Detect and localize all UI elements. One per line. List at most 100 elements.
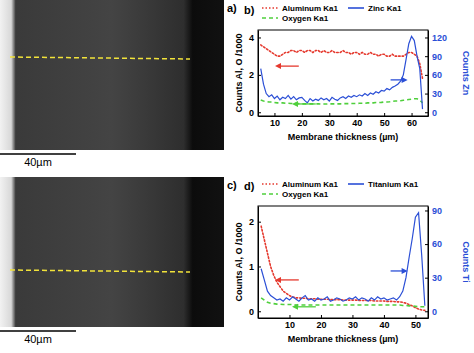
- y2-tick-mark: [425, 75, 428, 76]
- y2-axis-line: [428, 207, 429, 319]
- x-tick-label: 30: [348, 320, 358, 330]
- legend-swatch: [262, 17, 278, 19]
- y2-axis-title: Counts Zn: [461, 51, 471, 96]
- series-line: [261, 213, 425, 306]
- y-axis: 0 2 4: [249, 31, 261, 118]
- x-axis-line: [259, 318, 429, 319]
- x-tick: 20: [316, 315, 326, 330]
- y-tick: 0: [249, 307, 261, 317]
- plot-area: [261, 213, 425, 311]
- arrow-head: [292, 101, 298, 107]
- x-tick: 50: [380, 113, 390, 128]
- arrow-head: [275, 63, 281, 69]
- legend-swatch: [348, 7, 364, 9]
- x-tick-label: 40: [352, 118, 362, 128]
- y-tick: 2: [249, 217, 261, 227]
- x-tick-label: 50: [380, 118, 390, 128]
- panel-label: b): [244, 4, 255, 16]
- arrow-head: [292, 304, 298, 310]
- y2-tick-mark: [425, 56, 428, 57]
- x-tick-mark: [415, 315, 416, 318]
- y-tick-mark: [258, 266, 261, 267]
- y-tick-mark: [258, 112, 261, 113]
- y2-tick: 30: [425, 89, 442, 99]
- legend-swatch: [348, 183, 364, 185]
- y-tick-label: 0: [249, 108, 254, 118]
- arrow: [279, 279, 299, 280]
- scale-bar-label: 40µm: [24, 333, 52, 345]
- x-axis: 10 20 30 40 50 60: [259, 113, 429, 128]
- y-tick-mark: [258, 311, 261, 312]
- y2-tick: 60: [425, 70, 442, 80]
- x-tick-mark: [302, 113, 303, 116]
- x-tick-mark: [352, 315, 353, 318]
- y-tick-label: 4: [249, 33, 254, 43]
- y2-tick-label: 90: [432, 52, 442, 62]
- y2-tick-label: 90: [432, 206, 442, 216]
- scale-bar-label: 40µm: [24, 156, 52, 168]
- y2-tick: 90: [425, 206, 442, 216]
- y2-tick-mark: [425, 311, 428, 312]
- x-tick: 40: [352, 113, 362, 128]
- arrow-head: [402, 77, 408, 83]
- plot-frame: [258, 30, 428, 116]
- y2-tick-mark: [425, 210, 428, 211]
- y2-tick-mark: [425, 112, 428, 113]
- x-tick-mark: [274, 113, 275, 116]
- y-axis: 0 1 2: [249, 207, 261, 319]
- x-tick-mark: [329, 113, 330, 116]
- y2-tick: 0: [425, 307, 437, 317]
- y-tick-mark: [258, 37, 261, 38]
- x-tick-label: 50: [411, 320, 421, 330]
- y2-tick-mark: [425, 278, 428, 279]
- legend: Aluminum Ka1Oxygen Ka1Zinc Ka1: [262, 4, 402, 23]
- profile-line: [10, 57, 190, 59]
- y-tick-mark: [258, 222, 261, 223]
- legend: Aluminum Ka1Oxygen Ka1Titanium Ka1: [262, 180, 419, 199]
- legend-label: Titanium Ka1: [368, 180, 419, 189]
- y2-tick-mark: [425, 244, 428, 245]
- sem-panel: 40µmc): [0, 177, 237, 345]
- x-tick-mark: [289, 315, 290, 318]
- y-axis-line: [258, 207, 259, 319]
- x-tick-mark: [412, 113, 413, 116]
- x-tick: 60: [407, 113, 417, 128]
- y2-tick-label: 120: [432, 33, 447, 43]
- legend-label: Aluminum Ka1: [282, 4, 339, 13]
- sem-image: [0, 0, 224, 150]
- scale-bar: [0, 330, 76, 332]
- y-tick: 2: [249, 70, 261, 80]
- legend-swatch: [262, 7, 278, 9]
- scale-bar: [0, 153, 76, 155]
- x-tick: 50: [411, 315, 421, 330]
- arrow: [296, 306, 316, 307]
- y-axis-title: Counts Al, O /1000: [234, 222, 244, 301]
- panel-label: d): [244, 180, 255, 192]
- series-line: [261, 45, 423, 79]
- y-tick: 1: [249, 262, 261, 272]
- y-tick-label: 2: [249, 70, 254, 80]
- profile-line: [10, 270, 190, 272]
- y2-axis-line: [428, 31, 429, 117]
- y2-tick-mark: [425, 37, 428, 38]
- y-tick: 4: [249, 33, 261, 43]
- y2-tick-label: 60: [432, 239, 442, 249]
- y2-tick: 90: [425, 52, 442, 62]
- legend-label: Zinc Ka1: [368, 4, 402, 13]
- y-axis-title: Counts Al, O /1000: [234, 33, 244, 112]
- x-tick-label: 20: [297, 118, 307, 128]
- x-tick-label: 10: [270, 118, 280, 128]
- y2-tick-label: 0: [432, 307, 437, 317]
- x-tick: 10: [285, 315, 295, 330]
- y2-tick: 120: [425, 33, 447, 43]
- legend-label: Aluminum Ka1: [282, 180, 339, 189]
- y-tick: 0: [249, 108, 261, 118]
- arrow: [296, 103, 316, 104]
- series-line: [261, 36, 423, 109]
- x-tick-label: 30: [325, 118, 335, 128]
- x-axis-title: Membrane thickness (µm): [288, 132, 399, 142]
- x-tick: 30: [325, 113, 335, 128]
- y2-tick: 0: [425, 108, 437, 118]
- chart: 1020304050600240306090120Membrane thickn…: [234, 4, 471, 142]
- y2-tick-label: 30: [432, 273, 442, 283]
